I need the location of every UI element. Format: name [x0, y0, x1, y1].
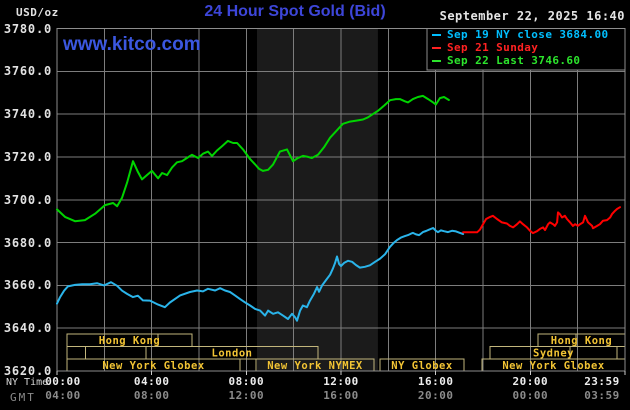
y-axis-label: 3640.0 — [3, 321, 52, 336]
legend-box — [426, 28, 626, 71]
legend-entry: Sep 22 Last 3746.60 — [427, 54, 625, 67]
session-label: New York Globex — [102, 360, 205, 372]
y-axis-label: 3700.0 — [3, 192, 52, 207]
y-axis-label: 3780.0 — [3, 21, 52, 36]
legend-entry: Sep 19 NY close 3684.00 — [427, 28, 625, 41]
y-axis-label: 3760.0 — [3, 64, 52, 79]
x-axis-label-gmt: 16:00 — [323, 389, 359, 402]
datetime-label: September 22, 2025 16:40 — [439, 9, 625, 23]
session-label: New York Globex — [502, 360, 605, 372]
session-box — [66, 346, 86, 360]
x-axis-label-nytime: 23:59 — [584, 375, 620, 388]
chart-legend: Sep 19 NY close 3684.00 Sep 21 Sunday Sep … — [427, 28, 625, 70]
ny-time-axis-caption: NY Time — [6, 377, 49, 388]
x-axis-label-nytime: 12:00 — [323, 375, 359, 388]
x-axis-label-gmt: 04:00 — [45, 389, 81, 402]
gmt-axis-caption: GMT — [10, 391, 36, 404]
session-label: Sydney — [533, 348, 574, 360]
price-line-sep19-ny-close — [56, 227, 465, 322]
x-axis-label-gmt: 08:00 — [133, 389, 170, 402]
x-axis-label-gmt: 00:00 — [512, 389, 549, 402]
y-axis-unit-label: USD/oz — [16, 6, 59, 19]
legend-swatch — [432, 59, 441, 62]
x-axis-label-gmt: 03:59 — [584, 389, 620, 402]
y-axis-label: 3620.0 — [3, 364, 52, 378]
legend-entry-label: Sep 21 Sunday — [447, 41, 539, 54]
legend-swatch — [432, 33, 441, 36]
legend-entry-label: Sep 19 NY close 3684.00 — [447, 28, 609, 41]
session-label: Hong Kong — [551, 335, 612, 347]
x-axis-label-gmt: 20:00 — [417, 389, 454, 402]
session-label: Hong Kong — [99, 335, 160, 347]
legend-swatch — [432, 46, 441, 49]
price-line-sep21-sunday — [462, 206, 621, 235]
x-axis-label-nytime: 16:00 — [417, 375, 454, 388]
legend-entry: Sep 21 Sunday — [427, 41, 625, 54]
session-box — [85, 346, 147, 360]
y-axis-label: 3740.0 — [3, 107, 52, 122]
x-axis-label-gmt: 12:00 — [228, 389, 265, 402]
legend-entry-label: Sep 22 Last 3746.60 — [447, 54, 581, 67]
y-axis-label: 3680.0 — [3, 235, 52, 250]
y-axis-label: 3720.0 — [3, 149, 52, 164]
x-axis-label-nytime: 08:00 — [228, 375, 265, 388]
y-axis-label: 3660.0 — [3, 278, 52, 293]
session-label: London — [212, 348, 253, 360]
x-axis-label-nytime: 20:00 — [512, 375, 549, 388]
price-line-sep22-last — [56, 94, 450, 223]
chart-title: 24 Hour Spot Gold (Bid) — [204, 3, 386, 20]
session-label: NY Globex — [391, 360, 453, 372]
x-axis-label-nytime: 00:00 — [45, 375, 81, 388]
session-label: New York NYMEX — [267, 360, 363, 372]
x-axis-label-nytime: 04:00 — [133, 375, 170, 388]
kitco-watermark-link[interactable]: www.kitco.com — [63, 34, 201, 55]
